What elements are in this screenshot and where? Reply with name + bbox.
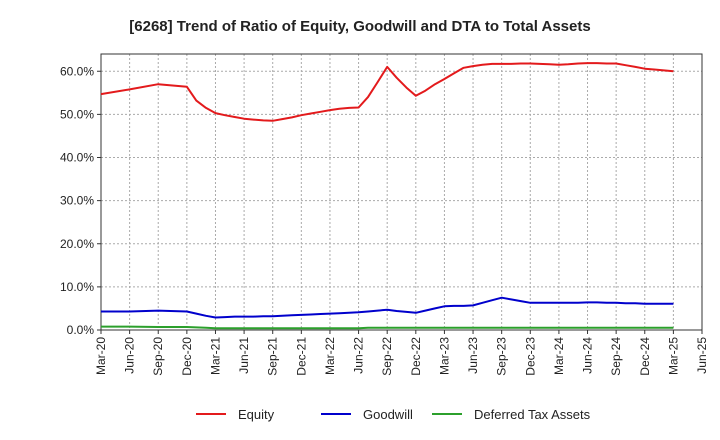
y-tick-label: 10.0% xyxy=(60,280,94,294)
x-tick-label: Sep-21 xyxy=(266,337,280,376)
x-tick-label: Jun-20 xyxy=(123,337,137,374)
x-tick-label: Jun-22 xyxy=(352,337,366,374)
y-tick-label: 50.0% xyxy=(60,107,94,121)
plot-frame xyxy=(100,53,703,331)
x-tick-label: Mar-20 xyxy=(94,337,108,375)
x-tick-label: Jun-23 xyxy=(466,337,480,374)
x-tick-label: Mar-23 xyxy=(437,337,451,375)
y-tick-label: 60.0% xyxy=(60,64,94,78)
x-tick-label: Mar-21 xyxy=(208,337,222,375)
y-tick-label: 30.0% xyxy=(60,194,94,208)
legend-label-equity: Equity xyxy=(238,407,275,422)
y-tick-label: 0.0% xyxy=(67,323,95,337)
series-lines xyxy=(100,62,674,330)
x-tick-label: Mar-24 xyxy=(552,337,566,375)
legend-label-goodwill: Goodwill xyxy=(363,407,413,422)
chart-title: [6268] Trend of Ratio of Equity, Goodwil… xyxy=(129,18,590,35)
x-tick-label: Sep-23 xyxy=(495,337,509,376)
y-tick-label: 20.0% xyxy=(60,237,94,251)
x-tick-label: Dec-21 xyxy=(294,337,308,376)
y-tick-label: 40.0% xyxy=(60,151,94,165)
x-tick-label: Mar-25 xyxy=(666,337,680,375)
x-tick-label: Dec-22 xyxy=(409,337,423,376)
x-tick-label: Jun-25 xyxy=(695,337,709,374)
gridlines xyxy=(100,54,703,331)
x-tick-label: Jun-24 xyxy=(581,337,595,374)
x-tick-label: Mar-22 xyxy=(323,337,337,375)
series-line-deferred-tax-assets xyxy=(101,325,674,330)
legend-label-deferred-tax-assets: Deferred Tax Assets xyxy=(474,407,591,422)
series-line-goodwill xyxy=(101,296,674,319)
axes: 0.0% 10.0% 20.0% 30.0% 40.0% 50.0% 60.0% Mar-20… xyxy=(60,53,709,376)
x-tick-label: Jun-21 xyxy=(237,337,251,374)
series-line-equity xyxy=(100,62,674,122)
legend: Equity Goodwill Deferred Tax Assets xyxy=(196,407,591,422)
x-tick-label: Sep-24 xyxy=(609,337,623,376)
x-tick-label: Dec-24 xyxy=(638,337,652,376)
x-tick-label: Dec-23 xyxy=(523,337,537,376)
x-tick-label: Sep-22 xyxy=(380,337,394,376)
x-tick-label: Sep-20 xyxy=(151,337,165,376)
x-tick-label: Dec-20 xyxy=(180,337,194,376)
